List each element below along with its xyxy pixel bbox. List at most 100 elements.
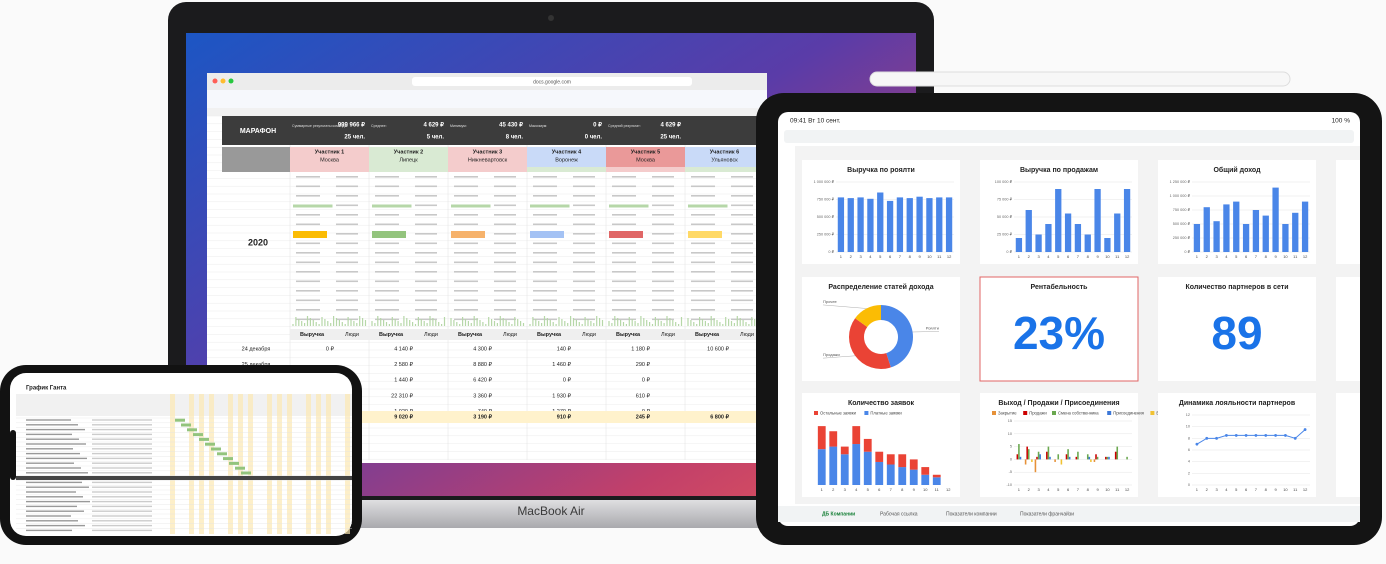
cell-text <box>691 309 715 311</box>
sheet-title: МАРАФОН <box>240 128 276 135</box>
gantt-bar <box>223 457 233 461</box>
cell-text <box>652 242 674 245</box>
cell-text <box>454 195 478 197</box>
slice-label: Роялти <box>926 325 939 330</box>
x-tick-label: 4 <box>1225 487 1228 492</box>
cell-text <box>375 242 399 245</box>
x-tick-label: 7 <box>1077 254 1080 259</box>
task-cell <box>92 520 152 522</box>
x-tick-label: 8 <box>1265 487 1268 492</box>
col-header: Люди <box>740 332 754 338</box>
cell-text <box>336 252 358 254</box>
cell-text <box>375 261 399 264</box>
cell-text <box>336 309 358 311</box>
bar <box>1054 459 1056 462</box>
gantt-week <box>277 394 282 534</box>
ipad-content: ДБ Компании Рабочая ссылка Показатели комп… <box>802 160 1360 517</box>
cell-text <box>494 214 516 216</box>
bar <box>1084 234 1091 252</box>
y-tick-label: 1 000 000 ₽ <box>814 180 835 184</box>
y-tick-label: 250 000 ₽ <box>1173 236 1191 240</box>
cell-text <box>691 252 715 254</box>
bar <box>916 196 923 252</box>
highlight <box>451 231 485 238</box>
gantt-bar <box>235 466 245 470</box>
bar-segment <box>921 474 930 485</box>
x-tick-label: 10 <box>927 254 932 259</box>
bar <box>1105 456 1107 460</box>
chart-title: Выручка по роялти <box>847 167 915 174</box>
row-value: 6 420 ₽ <box>473 377 492 384</box>
y-tick-label: 15 <box>1008 419 1012 423</box>
progress <box>688 204 728 208</box>
bar <box>1126 456 1128 460</box>
cell-text <box>691 280 715 283</box>
cell-text <box>573 176 595 178</box>
cell-text <box>415 290 437 292</box>
task-text <box>26 428 85 431</box>
bar <box>1049 456 1051 460</box>
cell-text <box>612 242 636 245</box>
laptop-label: MacBook Air <box>517 504 584 518</box>
bar <box>1193 224 1201 252</box>
window-zoom[interactable] <box>228 78 234 84</box>
cell-text <box>415 309 437 311</box>
chart-title: Распределение статей дохода <box>828 283 933 291</box>
cell-text <box>415 299 437 302</box>
x-tick-label: 5 <box>1057 487 1060 492</box>
year: 2020 <box>248 237 268 247</box>
task-cell <box>92 515 152 517</box>
x-tick-label: 1 <box>1018 254 1021 259</box>
cell-text <box>415 271 437 273</box>
cell-text <box>375 176 399 178</box>
summary-value: 999 966 ₽ <box>338 122 365 129</box>
legend-swatch <box>1023 411 1028 415</box>
y-tick-label: 4 <box>1188 460 1190 464</box>
task-cell <box>92 481 152 484</box>
cell-text <box>415 280 437 283</box>
task-text <box>26 443 86 445</box>
participant-city: Ульяновск <box>711 157 738 163</box>
cell-text <box>415 223 437 226</box>
cell-text <box>375 318 399 321</box>
cell-text <box>691 261 715 264</box>
task-text <box>26 491 76 493</box>
url-bar[interactable] <box>412 77 692 86</box>
col-header-band <box>290 329 369 340</box>
x-tick-label: 9 <box>1274 254 1277 259</box>
bar-segment <box>898 454 907 468</box>
y-tick-label: -5 <box>1009 470 1012 474</box>
cell-text <box>612 214 636 216</box>
bar-segment <box>817 449 826 485</box>
task-cell <box>92 505 152 508</box>
bar <box>945 197 953 252</box>
cell-text <box>612 261 636 264</box>
x-tick-label: 12 <box>1303 254 1308 259</box>
cell-text <box>731 223 753 226</box>
chart-title: Общий доход <box>1213 166 1261 174</box>
bar <box>1116 446 1119 460</box>
bar-segment <box>909 459 918 470</box>
cell-text <box>612 252 636 254</box>
chart-title: Выход / Продажи / Присоединения <box>998 400 1119 407</box>
bar-segment <box>829 431 838 447</box>
pencil <box>869 71 1291 87</box>
bar-segment <box>863 451 872 485</box>
gantt-bar <box>181 423 191 427</box>
x-tick-label: 1 <box>821 487 824 492</box>
window-minimize[interactable] <box>220 78 226 84</box>
cell-text <box>533 280 557 283</box>
cell-text <box>375 214 399 216</box>
cell-text <box>296 195 320 197</box>
bar <box>1016 454 1019 460</box>
status-time: 09:41 Вт 10 сент. <box>790 118 841 125</box>
col-header: Люди <box>345 332 359 338</box>
cell-text <box>573 318 595 321</box>
y-tick-label: 10 <box>1008 432 1012 436</box>
task-cell <box>92 529 152 532</box>
cell-text <box>494 280 516 283</box>
window-close[interactable] <box>212 78 218 84</box>
y-tick-label: 0 <box>1188 483 1190 487</box>
